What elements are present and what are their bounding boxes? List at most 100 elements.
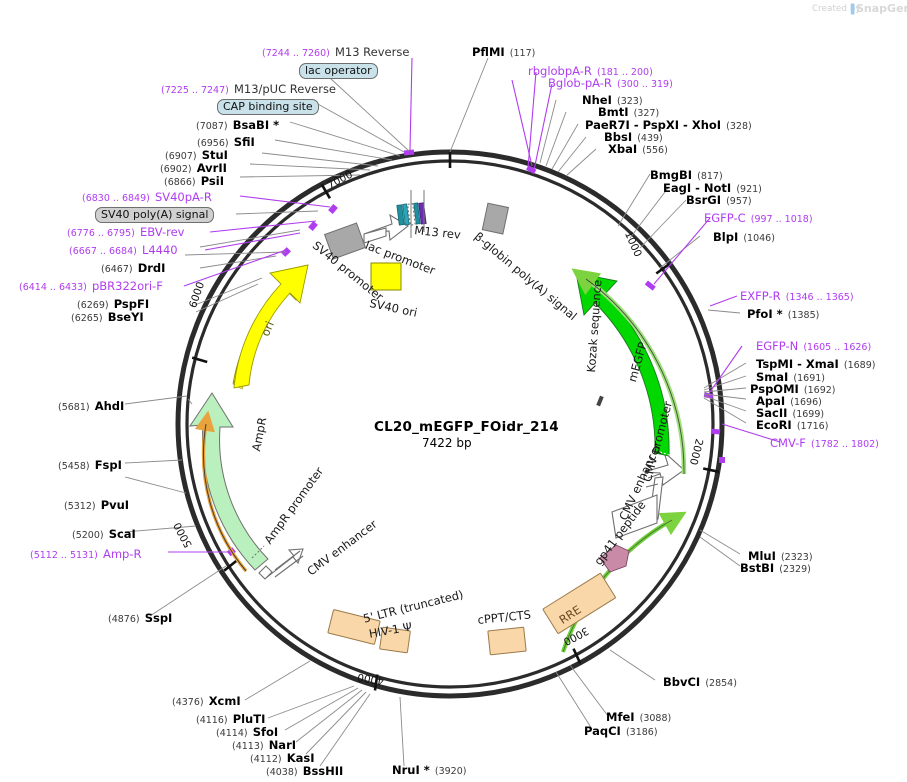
- enzyme-smai: SmaI (1691): [756, 368, 825, 385]
- enzyme-nari-pos: (4113): [232, 741, 264, 752]
- enzyme-bbsi: BbsI (439): [604, 128, 663, 145]
- enzyme-bmti-pos: (327): [633, 108, 660, 119]
- enzyme-bmgbi: BmgBI (817): [650, 166, 723, 183]
- enzyme-pspfi-name: PspFI: [113, 297, 150, 311]
- plasmid-size: 7422 bp: [422, 436, 472, 450]
- enzyme-nrui-name: NruI *: [392, 763, 430, 777]
- enzyme-bsrgi-pos: (957): [726, 196, 752, 207]
- enzyme-bsabi-name: BsaBI *: [232, 118, 280, 132]
- enzyme-nhei: NheI (323): [582, 91, 643, 108]
- enzyme-xcmi-name: XcmI: [208, 694, 241, 708]
- enzyme-ecori: EcoRI (1716): [756, 416, 828, 433]
- enzyme-blpi: BlpI (1046): [713, 228, 775, 245]
- leader-lines: [124, 57, 747, 767]
- enzyme-sspi-name: SspI: [144, 611, 173, 625]
- enzyme-paer7i-pspxi-xhoi-pos: (328): [726, 121, 752, 132]
- enzyme-paqci-pos: (3186): [625, 727, 658, 738]
- enzyme-bseyi-pos: (6265): [71, 313, 103, 324]
- enzyme-ecori-pos: (1716): [796, 421, 829, 432]
- enzyme-sacii-pos: (1699): [792, 409, 825, 420]
- enzyme-pfoi: PfoI * (1385): [747, 305, 819, 322]
- enzyme-ecori-name: EcoRI: [756, 418, 792, 432]
- enzyme-kasi-pos: (4112): [250, 754, 282, 765]
- feature-ampr-primer-arc: [194, 410, 248, 573]
- primer-amp-r-range: (5112 .. 5131): [30, 550, 98, 561]
- primer-m13-reverse-name: M13 Reverse: [334, 45, 410, 59]
- enzyme-nari-name: NarI: [268, 738, 297, 752]
- enzyme-mlui-name: MluI: [748, 549, 776, 563]
- enzyme-smai-pos: (1691): [793, 373, 825, 384]
- primer-sv40pa-r: (6830 .. 6849) SV40pA-R: [82, 188, 212, 205]
- enzyme-pspomi-pos: (1692): [803, 385, 836, 396]
- enzyme-tspmi-xmai-name: TspMI - XmaI: [756, 357, 839, 371]
- primer-ebv-rev-range: (6776 .. 6795): [67, 228, 135, 239]
- feature-ampr-arrow: [189, 392, 269, 571]
- primer-bglob-pa-r-range: (300 .. 319): [617, 79, 673, 90]
- enzyme-pvui-name: PvuI: [100, 498, 130, 512]
- enzyme-bseyi: (6265) BseYI: [71, 308, 144, 325]
- enzyme-smai-name: SmaI: [756, 370, 789, 384]
- enzyme-nhei-pos: (323): [616, 96, 643, 107]
- enzyme-bbsi-name: BbsI: [604, 130, 633, 144]
- primer-pbr322ori-f-range: (6414 .. 6433): [19, 282, 87, 293]
- enzyme-bsabi: (7087) BsaBI *: [196, 116, 279, 133]
- primer-egfp-n-range: (1605 .. 1626): [803, 342, 872, 353]
- enzyme-pvui: (5312) PvuI: [64, 496, 129, 513]
- primer-cmv-f-name: CMV-F: [770, 436, 806, 450]
- watermark-brand: SnapGene: [856, 2, 907, 15]
- feature-kozak-mark: [596, 395, 604, 407]
- enzyme-pfoi-pos: (1385): [787, 310, 820, 321]
- enzyme-pflmi-name: PflMI: [472, 45, 505, 59]
- enzyme-pluti-pos: (4116): [196, 715, 228, 726]
- enzyme-pspfi-pos: (6269): [77, 300, 109, 311]
- enzyme-psii: (6866) PsiI: [164, 172, 224, 189]
- enzyme-sfoi-name: SfoI: [252, 725, 279, 739]
- enzyme-apai-pos: (1696): [790, 397, 822, 408]
- enzyme-apai-name: ApaI: [756, 394, 786, 408]
- enzyme-xbai-name: XbaI: [608, 142, 638, 156]
- enzyme-psii-pos: (6866): [164, 177, 196, 188]
- enzyme-ahdi-name: AhdI: [94, 399, 125, 413]
- enzyme-drdi: (6467) DrdI: [101, 259, 165, 276]
- enzyme-bmti: BmtI (327): [598, 103, 659, 120]
- enzyme-paqci-name: PaqCI: [584, 724, 621, 738]
- enzyme-avrii: (6902) AvrII: [160, 159, 227, 176]
- watermark-prefix: Created by: [812, 4, 861, 14]
- enzyme-ahdi: (5681) AhdI: [58, 397, 124, 414]
- feature-sv40-ori: [370, 262, 402, 291]
- primer-egfp-c: EGFP-C (997 .. 1018): [704, 209, 813, 226]
- enzyme-tspmi-xmai: TspMI - XmaI (1689): [756, 355, 875, 372]
- enzyme-fspi-pos: (5458): [58, 461, 90, 472]
- feature-ampr-promoter: [258, 548, 304, 580]
- enzyme-drdi-name: DrdI: [137, 261, 166, 275]
- enzyme-sacii-name: SacII: [756, 406, 788, 420]
- enzyme-ahdi-pos: (5681): [58, 402, 90, 413]
- primer-amp-r-name: Amp-R: [102, 547, 142, 561]
- feature-rre: [542, 572, 616, 634]
- primer-exfp-r: EXFP-R (1346 .. 1365): [740, 287, 854, 304]
- feature-cppt-cts: [487, 626, 527, 656]
- enzyme-bseyi-name: BseYI: [107, 310, 144, 324]
- primer-m13-reverse: (7244 .. 7260) M13 Reverse: [262, 43, 409, 60]
- enzyme-kasi: (4112) KasI: [250, 749, 314, 766]
- enzyme-bbsi-pos: (439): [637, 133, 663, 144]
- feature-cmv-promoter-arrow-lower: [611, 494, 658, 539]
- enzyme-eagi-noti: EagI - NotI (921): [663, 179, 762, 196]
- primer-sv40pa-r-range: (6830 .. 6849): [82, 193, 150, 204]
- enzyme-bsshii-name: BssHII: [302, 764, 344, 778]
- enzyme-bsrgi-name: BsrGI: [686, 193, 721, 207]
- enzyme-bsabi-pos: (7087): [196, 121, 228, 132]
- primer-pbr322ori-f-name: pBR322ori-F: [91, 279, 163, 293]
- feature-gp41-peptide: [599, 544, 630, 573]
- primer-m13-puc-reverse-range: (7225 .. 7247): [161, 85, 229, 96]
- primer-rbglobpa-r: rbglobpA-R (181 .. 200): [528, 62, 653, 79]
- feature-sv40-promoter: [323, 213, 409, 260]
- page-title: CL20_mEGFP_FOidr_214: [374, 419, 559, 435]
- enzyme-eagi-noti-pos: (921): [736, 184, 762, 195]
- enzyme-scai-name: ScaI: [108, 527, 136, 541]
- sv40-polya-signal-label: SV40 poly(A) signal: [95, 207, 215, 223]
- primer-ebv-rev-name: EBV-rev: [139, 225, 185, 239]
- enzyme-pspomi: PspOMI (1692): [750, 380, 836, 397]
